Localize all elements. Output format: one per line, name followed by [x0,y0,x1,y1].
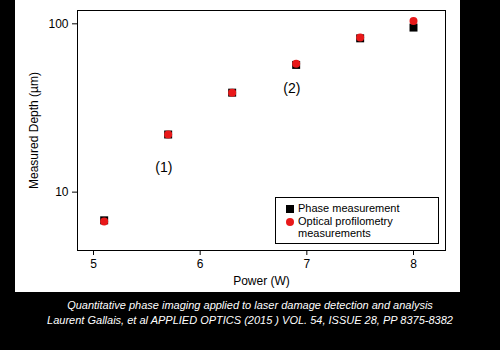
svg-text:7: 7 [303,257,310,271]
html-text:Laurent Gallais, et al APPLIED: Laurent Gallais, et al APPLIED OPTICS (2… [47,314,453,326]
html-text:Optical profilometry measureme: Optical profilometry measurements [298,215,393,239]
html-text:Quantitative phase imaging app: Quantitative phase imaging applied to la… [67,299,433,311]
svg-text:(1): (1) [155,159,172,175]
svg-text:10: 10 [55,185,69,199]
svg-text:8: 8 [410,257,417,271]
svg-text:5: 5 [90,257,97,271]
svg-text:6: 6 [197,257,204,271]
svg-text:Measured Depth (µm): Measured Depth (µm) [27,72,41,189]
svg-text:100: 100 [48,17,68,31]
svg-text:Power (W): Power (W) [233,274,290,288]
svg-text:(2): (2) [283,80,300,96]
html-text:Phase measurement: Phase measurement [298,202,400,214]
